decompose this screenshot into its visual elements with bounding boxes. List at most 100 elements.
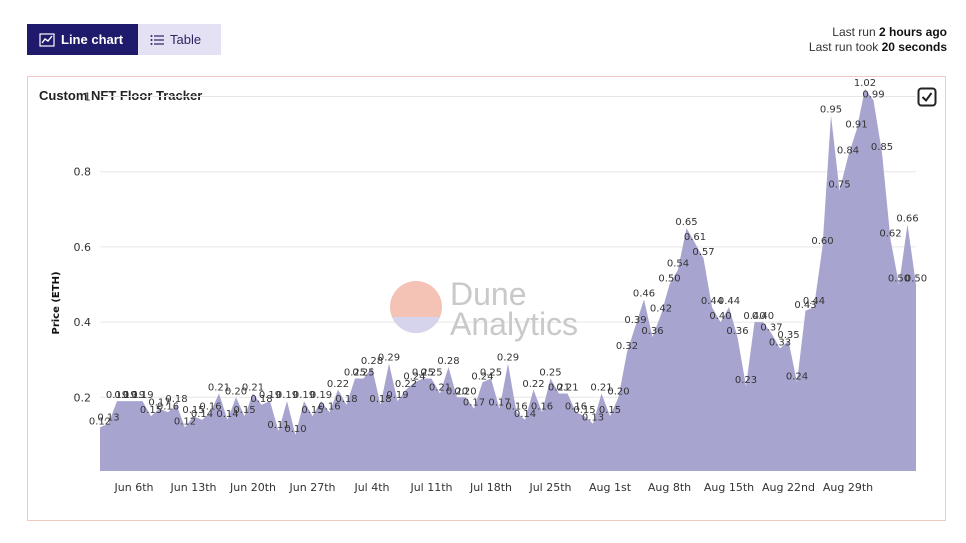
x-tick-label: Aug 29th	[823, 481, 873, 494]
data-label: 0.84	[837, 146, 859, 157]
data-label: 0.24	[786, 371, 808, 382]
data-label: 0.43	[794, 300, 816, 311]
x-tick-label: Aug 1st	[589, 481, 632, 494]
last-run-line: Last run 2 hours ago	[832, 25, 947, 39]
x-tick-label: Jul 11th	[409, 481, 452, 494]
data-label: 0.35	[777, 330, 799, 341]
data-label: 0.25	[352, 368, 374, 379]
data-label: 0.22	[522, 379, 544, 390]
watermark: Dune Analytics	[390, 276, 578, 342]
tab-table-label: Table	[170, 32, 202, 47]
data-label: 0.54	[667, 259, 689, 270]
data-label: 0.15	[301, 405, 323, 416]
data-label: 0.22	[395, 379, 417, 390]
data-label: 0.17	[488, 398, 510, 409]
data-label: 0.12	[174, 416, 196, 427]
data-label: 0.44	[803, 296, 825, 307]
chart-card: Custom NFT Floor Tracker Dune Analytics …	[27, 76, 946, 521]
price-chart: Dune Analytics 0.20.40.60.81 Jun 6th Jun …	[51, 78, 927, 494]
data-label: 0.21	[590, 383, 612, 394]
data-label: 0.36	[641, 326, 663, 337]
tab-table[interactable]: Table	[138, 24, 221, 55]
data-label: 0.65	[675, 217, 697, 228]
data-label: 0.15	[599, 405, 621, 416]
data-label: 0.17	[148, 398, 170, 409]
data-labels: 0.120.130.190.190.190.190.150.170.160.18…	[89, 78, 927, 435]
chart-title: Custom NFT Floor Tracker	[39, 88, 203, 103]
run-info: Last run 2 hours ago Last run took 20 se…	[809, 25, 947, 55]
run-duration-value: 20 seconds	[881, 40, 947, 54]
data-label: 0.61	[684, 232, 706, 243]
data-label: 0.50	[658, 274, 680, 285]
run-duration-line: Last run took 20 seconds	[808, 40, 947, 54]
data-label: 0.24	[403, 371, 425, 382]
data-label: 0.16	[565, 401, 587, 412]
last-run-value: 2 hours ago	[878, 25, 947, 39]
price-area	[100, 89, 916, 471]
data-label: 0.16	[531, 401, 553, 412]
x-tick-label: Jul 25th	[528, 481, 571, 494]
data-label: 0.75	[828, 180, 850, 191]
data-label: 0.99	[862, 89, 884, 100]
data-label: 0.20	[446, 386, 468, 397]
x-tick-label: Aug 8th	[648, 481, 691, 494]
data-label: 0.11	[267, 420, 289, 431]
data-label: 0.57	[692, 247, 714, 258]
data-label: 0.18	[335, 394, 357, 405]
data-label: 0.19	[276, 390, 298, 401]
data-label: 0.13	[97, 413, 119, 424]
data-label: 0.17	[463, 398, 485, 409]
data-label: 0.16	[157, 401, 179, 412]
data-label: 0.15	[182, 405, 204, 416]
data-label: 0.60	[811, 236, 833, 247]
data-label: 0.95	[820, 104, 842, 115]
data-label: 0.21	[429, 383, 451, 394]
data-label: 0.13	[582, 413, 604, 424]
x-tick-label: Aug 15th	[704, 481, 754, 494]
data-label: 0.21	[242, 383, 264, 394]
list-icon	[150, 34, 164, 46]
data-label: 0.25	[539, 368, 561, 379]
y-tick-label: 0.6	[74, 241, 92, 254]
data-label: 0.15	[140, 405, 162, 416]
y-tick-label: 1	[84, 91, 91, 104]
data-label: 0.50	[905, 274, 927, 285]
data-label: 0.24	[471, 371, 493, 382]
data-label: 0.32	[616, 341, 638, 352]
data-label: 0.16	[318, 401, 340, 412]
data-label: 0.12	[89, 416, 111, 427]
data-label: 0.91	[845, 119, 867, 130]
data-label: 0.39	[624, 315, 646, 326]
x-tick-label: Jun 27th	[289, 481, 336, 494]
data-label: 0.20	[607, 386, 629, 397]
data-label: 0.37	[760, 322, 782, 333]
tab-line-chart[interactable]: Line chart	[27, 24, 138, 55]
data-label: 0.19	[386, 390, 408, 401]
data-label: 0.42	[650, 304, 672, 315]
x-tick-label: Jul 18th	[469, 481, 512, 494]
y-tick-label: 0.8	[74, 166, 92, 179]
data-label: 1.02	[854, 78, 876, 89]
data-label: 0.23	[735, 375, 757, 386]
line-chart-icon	[39, 32, 55, 47]
checkbox-icon[interactable]	[917, 86, 937, 108]
x-tick-label: Aug 22nd	[762, 481, 815, 494]
data-label: 0.25	[420, 368, 442, 379]
data-label: 0.18	[250, 394, 272, 405]
data-label: 0.20	[454, 386, 476, 397]
data-label: 0.19	[114, 390, 136, 401]
data-label: 0.25	[344, 368, 366, 379]
data-label: 0.44	[718, 296, 740, 307]
x-tick-label: Jun 20th	[229, 481, 276, 494]
x-tick-label: Jun 13th	[170, 481, 217, 494]
data-label: 0.22	[327, 379, 349, 390]
y-axis-title: Price (ETH)	[51, 271, 62, 334]
data-label: 0.25	[412, 368, 434, 379]
data-label: 0.18	[369, 394, 391, 405]
data-label: 0.36	[726, 326, 748, 337]
data-label: 0.19	[123, 390, 145, 401]
data-label: 0.29	[378, 353, 400, 364]
data-label: 0.18	[165, 394, 187, 405]
data-label: 0.29	[497, 353, 519, 364]
data-label: 0.40	[709, 311, 731, 322]
